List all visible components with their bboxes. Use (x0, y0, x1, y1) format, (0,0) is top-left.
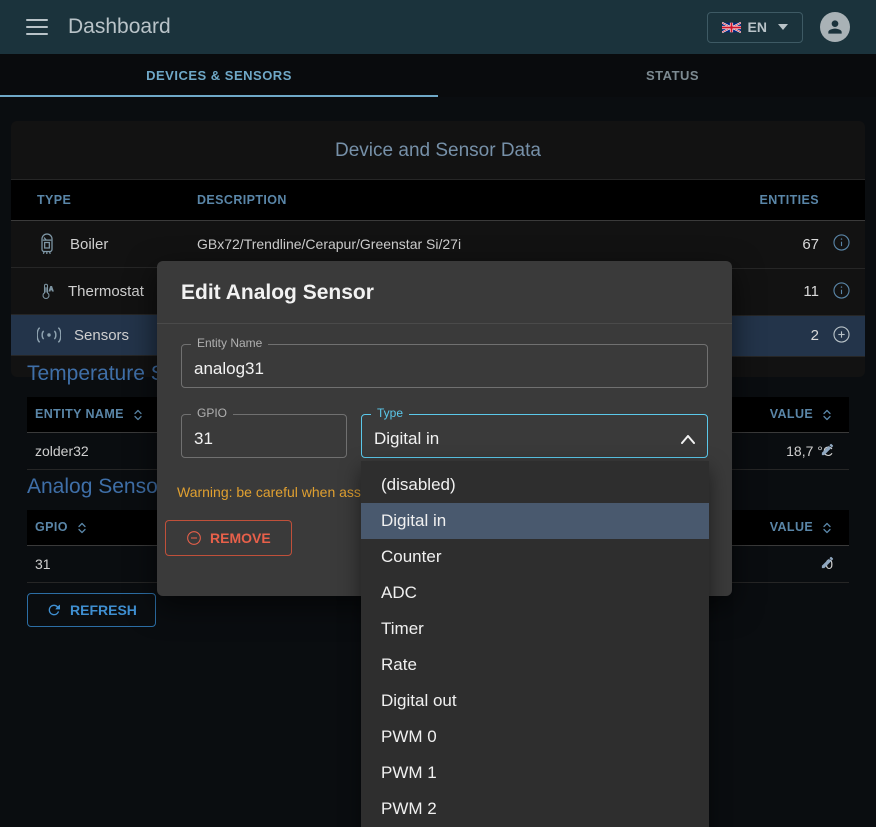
svg-text:A: A (49, 287, 54, 293)
